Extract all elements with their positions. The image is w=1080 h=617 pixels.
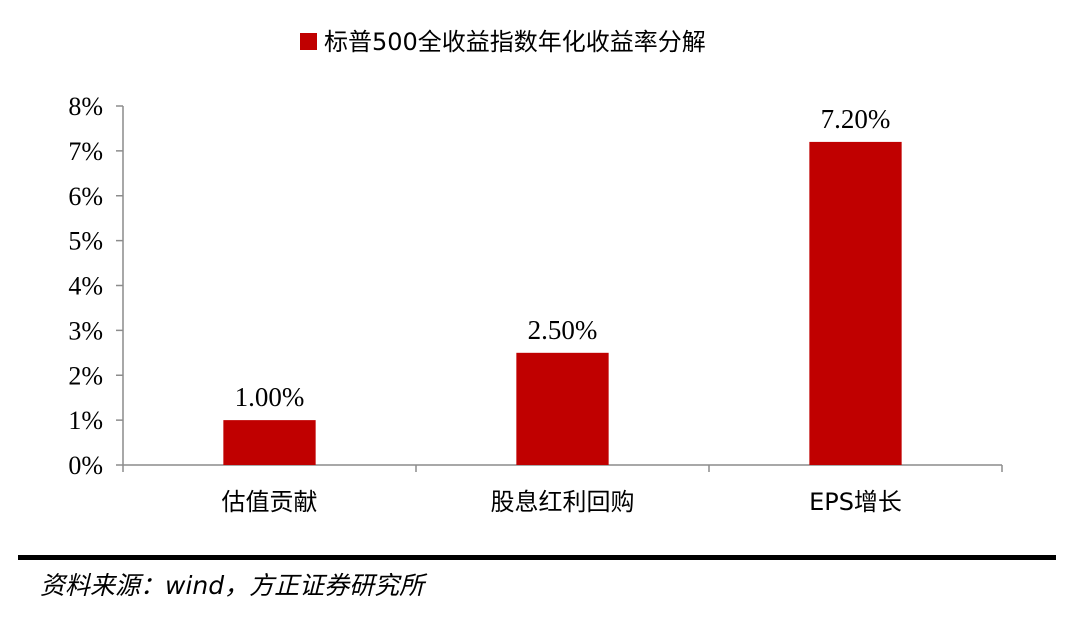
y-tick-label: 6% [68,182,103,211]
y-tick-label: 7% [68,137,103,166]
y-tick-label: 2% [68,361,103,390]
legend-swatch [300,33,317,50]
y-tick-label: 8% [68,92,103,121]
y-tick-label: 3% [68,316,103,345]
x-category-label: 股息红利回购 [491,488,635,516]
y-tick-label: 4% [68,272,103,301]
source-divider [18,555,1056,560]
bar [516,352,609,465]
data-label: 1.00% [235,382,305,412]
x-category-label: EPS增长 [809,488,902,516]
y-tick-label: 5% [68,227,103,256]
data-labels: 1.00% 2.50% 7.20% [235,104,891,412]
bar [809,141,902,465]
legend: 标普500全收益指数年化收益率分解 [300,28,706,56]
bar [223,420,316,465]
x-category-label: 估值贡献 [222,488,318,516]
bar-chart: 标普500全收益指数年化收益率分解 0% 1% 2% 3% 4% 5% 6% 7% 8% 1.0… [68,28,1003,516]
source-note: 资料来源：wind，方正证券研究所 [40,571,425,600]
category-labels: 估值贡献 股息红利回购 EPS增长 [222,488,902,516]
legend-label: 标普500全收益指数年化收益率分解 [324,28,706,56]
data-label: 2.50% [528,315,598,345]
bars [223,141,902,465]
y-tick-label: 0% [68,451,103,480]
data-label: 7.20% [821,104,891,134]
y-axis: 0% 1% 2% 3% 4% 5% 6% 7% 8% [68,92,124,480]
y-tick-label: 1% [68,406,103,435]
x-axis [122,464,1003,472]
